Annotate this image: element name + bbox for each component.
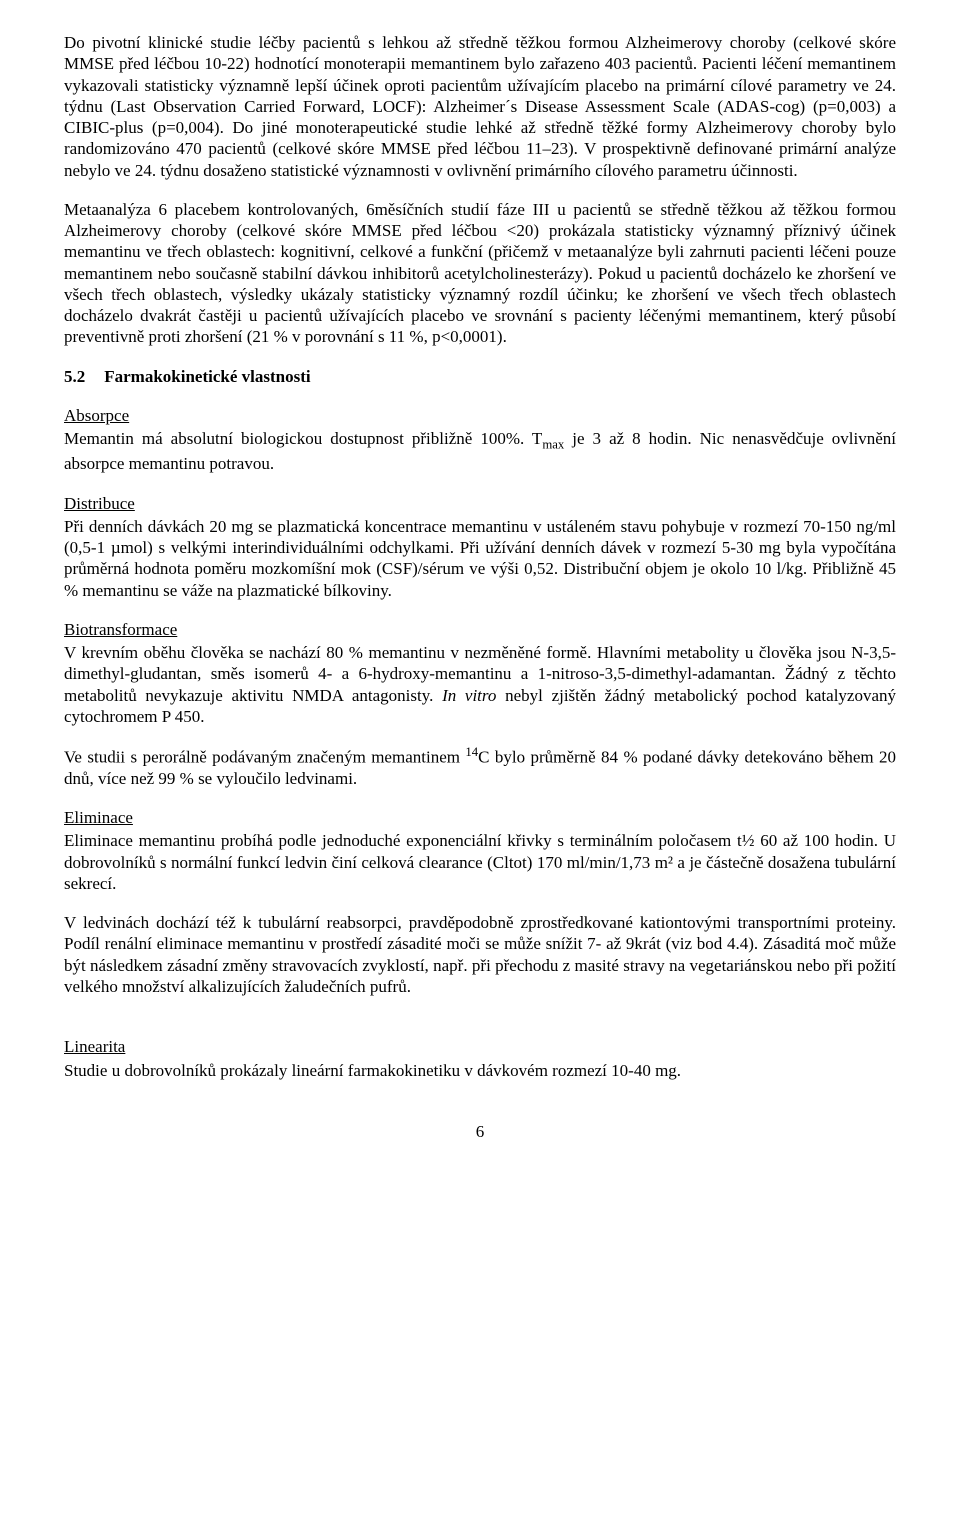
subheading-linearita: Linearita — [64, 1036, 896, 1057]
tmax-subscript: max — [542, 437, 564, 451]
section-title: Farmakokinetické vlastnosti — [104, 367, 310, 386]
in-vitro-italic: In vitro — [442, 686, 496, 705]
subheading-absorpce: Absorpce — [64, 405, 896, 426]
paragraph-pivotal-study: Do pivotní klinické studie léčby pacient… — [64, 32, 896, 181]
section-number: 5.2 — [64, 366, 100, 387]
paragraph-eliminace-2: V ledvinách dochází též k tubulární reab… — [64, 912, 896, 997]
paragraph-distribuce: Při denních dávkách 20 mg se plazmatická… — [64, 516, 896, 601]
subheading-biotransformace: Biotransformace — [64, 619, 896, 640]
c14-pre: Ve studii s perorálně podávaným značeným… — [64, 748, 465, 767]
page-number: 6 — [64, 1121, 896, 1142]
paragraph-absorpce: Memantin má absolutní biologickou dostup… — [64, 428, 896, 475]
paragraph-14c-study: Ve studii s perorálně podávaným značeným… — [64, 745, 896, 789]
page-container: Do pivotní klinické studie léčby pacient… — [0, 0, 960, 1190]
paragraph-linearita: Studie u dobrovolníků prokázaly lineární… — [64, 1060, 896, 1081]
paragraph-metaanalysis: Metaanalýza 6 placebem kontrolovaných, 6… — [64, 199, 896, 348]
subheading-eliminace: Eliminace — [64, 807, 896, 828]
subheading-distribuce: Distribuce — [64, 493, 896, 514]
section-5-2-heading: 5.2 Farmakokinetické vlastnosti — [64, 366, 896, 387]
paragraph-biotransformace: V krevním oběhu člověka se nachází 80 % … — [64, 642, 896, 727]
absorpce-text-pre: Memantin má absolutní biologickou dostup… — [64, 429, 542, 448]
paragraph-eliminace-1: Eliminace memantinu probíhá podle jednod… — [64, 830, 896, 894]
c14-superscript: 14 — [465, 745, 478, 759]
